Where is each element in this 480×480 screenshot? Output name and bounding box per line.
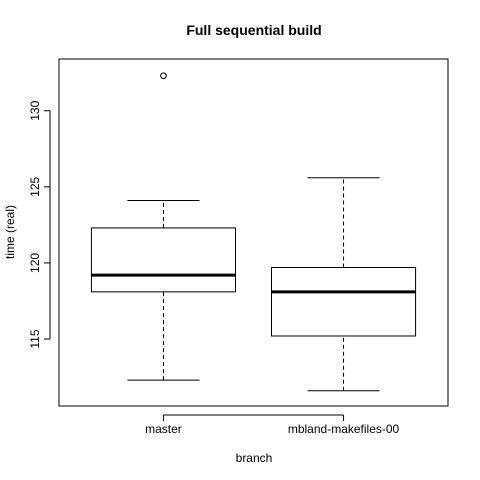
y-tick-label: 125	[28, 177, 42, 197]
outlier-point	[160, 72, 167, 80]
y-axis: 115 120 125 130	[28, 100, 51, 349]
box-master	[90, 72, 236, 381]
y-tick-label: 120	[28, 253, 42, 273]
iqr-box	[90, 227, 236, 293]
x-tick-label: master	[145, 422, 182, 436]
y-axis-label: time (real)	[3, 205, 17, 259]
y-tick-label: 130	[28, 100, 42, 120]
boxes-layer	[90, 72, 417, 392]
y-tick-label: 115	[28, 329, 42, 348]
x-axis-label: branch	[236, 451, 273, 465]
x-tick-label: mbland-makefiles-00	[288, 422, 400, 436]
chart-title: Full sequential build	[186, 22, 321, 38]
iqr-box	[271, 267, 417, 337]
x-axis: master mbland-makefiles-00	[145, 414, 400, 436]
plot-frame	[58, 58, 449, 407]
box-mbland-makefiles-00	[271, 177, 417, 392]
